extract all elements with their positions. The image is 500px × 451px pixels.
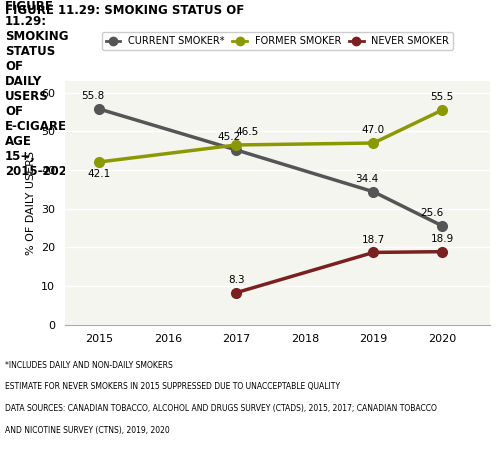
Text: 18.7: 18.7 <box>362 235 385 245</box>
Text: FIGURE 11.29: SMOKING STATUS OF DAILY USERS OF E-CIGARETTES, AGE
15+, 2015-2020: FIGURE 11.29: SMOKING STATUS OF DAILY US… <box>5 0 104 178</box>
Text: 18.9: 18.9 <box>430 234 454 244</box>
Text: AND NICOTINE SURVEY (CTNS), 2019, 2020: AND NICOTINE SURVEY (CTNS), 2019, 2020 <box>5 426 170 435</box>
Text: 55.5: 55.5 <box>430 92 454 102</box>
Text: 42.1: 42.1 <box>88 170 111 179</box>
Text: 46.5: 46.5 <box>235 127 258 137</box>
Text: FIGURE 11.29: SMOKING STATUS OF: FIGURE 11.29: SMOKING STATUS OF <box>5 4 248 17</box>
Text: ESTIMATE FOR NEVER SMOKERS IN 2015 SUPPRESSED DUE TO UNACCEPTABLE QUALITY: ESTIMATE FOR NEVER SMOKERS IN 2015 SUPPR… <box>5 382 340 391</box>
Y-axis label: % OF DAILY USERS: % OF DAILY USERS <box>26 151 36 255</box>
Text: DATA SOURCES: CANADIAN TOBACCO, ALCOHOL AND DRUGS SURVEY (CTADS), 2015, 2017; CA: DATA SOURCES: CANADIAN TOBACCO, ALCOHOL … <box>5 404 437 413</box>
Legend: CURRENT SMOKER*, FORMER SMOKER, NEVER SMOKER: CURRENT SMOKER*, FORMER SMOKER, NEVER SM… <box>102 32 453 50</box>
Text: *INCLUDES DAILY AND NON-DAILY SMOKERS: *INCLUDES DAILY AND NON-DAILY SMOKERS <box>5 361 173 370</box>
Text: 55.8: 55.8 <box>81 91 104 101</box>
Text: 25.6: 25.6 <box>420 208 444 218</box>
Text: 8.3: 8.3 <box>228 275 244 285</box>
Text: 34.4: 34.4 <box>355 174 378 184</box>
Text: 47.0: 47.0 <box>362 125 385 135</box>
Text: 45.2: 45.2 <box>218 132 241 142</box>
